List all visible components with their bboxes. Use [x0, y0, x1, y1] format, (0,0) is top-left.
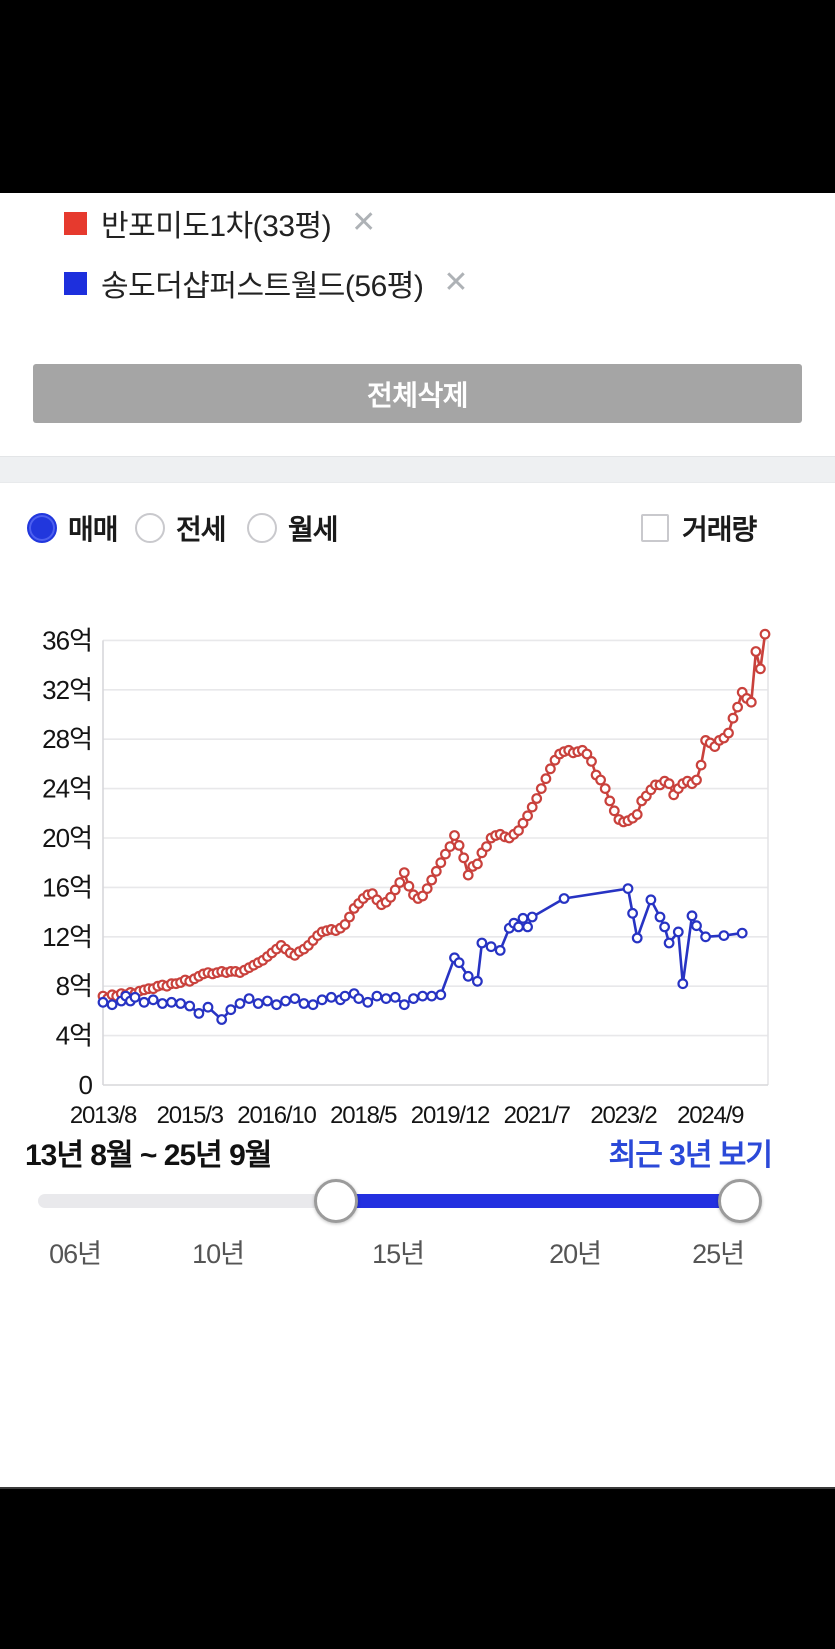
radio-jeonse[interactable]: 전세 [135, 500, 227, 556]
volume-checkbox[interactable]: 거래량 [641, 500, 757, 556]
date-range-label: 13년 8월 ~ 25년 9월 [25, 1139, 272, 1172]
svg-text:2023/2: 2023/2 [590, 1102, 657, 1129]
slider-tick-labels: 06년 10년 15년 20년 25년 [0, 1232, 835, 1269]
radio-label: 전세 [176, 514, 227, 545]
checkbox-unchecked-icon [641, 514, 669, 542]
slider-end-handle[interactable] [718, 1179, 762, 1223]
svg-text:36억: 36억 [42, 625, 92, 655]
radio-unselected-icon [135, 513, 165, 543]
svg-text:8억: 8억 [56, 971, 92, 1001]
svg-text:24억: 24억 [42, 774, 92, 804]
delete-all-button[interactable]: 전체삭제 [33, 364, 802, 423]
svg-text:20억: 20억 [42, 823, 92, 853]
svg-text:4억: 4억 [56, 1021, 92, 1051]
svg-text:2021/7: 2021/7 [504, 1102, 571, 1129]
svg-text:2013/8: 2013/8 [70, 1102, 137, 1129]
slider-tick: 20년 [549, 1239, 602, 1269]
svg-text:12억: 12억 [42, 922, 92, 952]
year-range-slider-track[interactable] [38, 1194, 740, 1208]
radio-maemae[interactable]: 매매 [27, 500, 119, 556]
bottom-letterbox-bar [0, 1487, 835, 1649]
remove-item-icon[interactable]: ✕ [443, 266, 469, 299]
slider-tick: 10년 [192, 1239, 245, 1269]
radio-unselected-icon [247, 513, 277, 543]
legend-item-banpo: 반포미도1차(33평) ✕ [64, 206, 377, 243]
radio-label: 월세 [288, 514, 339, 545]
top-letterbox-bar [0, 0, 835, 193]
svg-text:2016/10: 2016/10 [237, 1102, 316, 1129]
trade-type-filter-row: 매매 전세 월세 거래량 [0, 500, 835, 556]
recent-3y-link[interactable]: 최근 3년 보기 [608, 1139, 773, 1172]
slider-tick: 25년 [692, 1239, 745, 1269]
svg-text:32억: 32억 [42, 675, 92, 705]
remove-item-icon[interactable]: ✕ [351, 206, 377, 239]
svg-text:0: 0 [79, 1070, 93, 1100]
svg-text:2024/9: 2024/9 [677, 1102, 744, 1129]
svg-text:16억: 16억 [42, 872, 92, 902]
svg-text:2018/5: 2018/5 [330, 1102, 397, 1129]
red-series-swatch-icon [64, 211, 87, 235]
radio-label: 매매 [68, 514, 119, 545]
radio-wolse[interactable]: 월세 [247, 500, 339, 556]
svg-text:2019/12: 2019/12 [411, 1102, 490, 1129]
radio-selected-icon [27, 513, 57, 543]
legend-item-label: 송도더샵퍼스트월드(56평) [101, 270, 424, 303]
legend-item-songdo: 송도더샵퍼스트월드(56평) ✕ [64, 266, 469, 303]
checkbox-label: 거래량 [682, 514, 757, 545]
blue-series-swatch-icon [64, 271, 87, 295]
slider-tick: 06년 [49, 1239, 102, 1269]
slider-start-handle[interactable] [313, 1179, 358, 1223]
svg-text:28억: 28억 [42, 724, 92, 754]
slider-selected-range [335, 1194, 740, 1208]
svg-text:2015/3: 2015/3 [157, 1102, 224, 1129]
legend-item-label: 반포미도1차(33평) [101, 210, 332, 243]
section-divider [0, 456, 835, 483]
slider-tick: 15년 [372, 1239, 425, 1269]
